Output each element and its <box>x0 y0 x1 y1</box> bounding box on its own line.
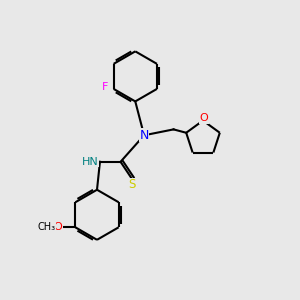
Text: O: O <box>199 113 208 123</box>
Text: S: S <box>129 178 136 191</box>
Text: HN: HN <box>82 157 98 167</box>
Text: F: F <box>102 82 109 92</box>
Text: N: N <box>140 129 149 142</box>
Text: CH₃: CH₃ <box>38 222 56 232</box>
Text: O: O <box>54 222 63 232</box>
